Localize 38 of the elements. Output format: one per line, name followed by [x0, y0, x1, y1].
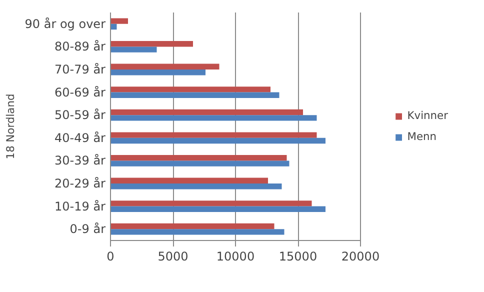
- bar: [110, 46, 157, 52]
- y-tick-label: 80-89 år: [54, 40, 106, 54]
- bar: [110, 160, 290, 166]
- bar: [110, 223, 274, 230]
- y-tick-label: 50-59 år: [54, 108, 106, 122]
- legend-label: Kvinner: [407, 109, 448, 122]
- y-tick-label: 30-39 år: [54, 154, 106, 168]
- bar: [110, 200, 312, 206]
- bar: [110, 64, 220, 70]
- bar: [110, 115, 317, 121]
- bar: [110, 92, 280, 98]
- x-tick-label: 20000: [341, 250, 380, 264]
- y-tick-label: 70-79 år: [54, 62, 106, 76]
- bar: [110, 24, 117, 30]
- bar: [110, 86, 270, 92]
- y-tick-label: 60-69 år: [54, 85, 106, 100]
- y-tick-label: 40-49 år: [54, 130, 106, 145]
- bar: [110, 18, 128, 24]
- x-tick-label: 5000: [158, 250, 188, 264]
- bar: [110, 178, 268, 184]
- bar: [110, 70, 206, 76]
- y-axis-title: 18 Nordland: [4, 94, 17, 160]
- bar: [110, 206, 326, 212]
- x-tick-label: 0: [106, 250, 114, 264]
- legend-label: Menn: [407, 130, 437, 143]
- y-tick-label: 0-9 år: [70, 222, 106, 236]
- bar: [110, 41, 193, 47]
- x-tick-label: 15000: [278, 250, 318, 264]
- x-tick-label: 10000: [216, 250, 255, 264]
- bar: [110, 132, 317, 138]
- y-tick-label: 20-29 år: [54, 176, 106, 190]
- bar: [110, 184, 282, 190]
- bar: [110, 229, 284, 235]
- y-tick-label: 90 år og over: [24, 16, 106, 31]
- bar: [110, 109, 303, 116]
- y-tick-label: 10-19 år: [54, 199, 106, 214]
- bar: [110, 138, 326, 144]
- bar: [110, 155, 287, 161]
